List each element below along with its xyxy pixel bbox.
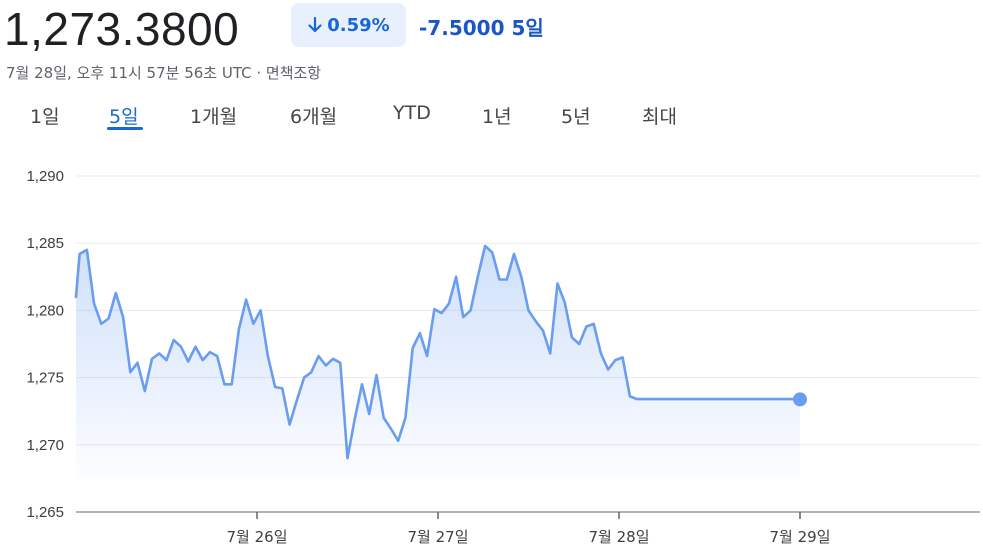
tab-1y[interactable]: 1년	[482, 106, 512, 128]
arrow-down-icon	[308, 16, 322, 33]
x-tick-label: 7월 26일	[227, 528, 288, 546]
series-endpoint-marker[interactable]	[793, 392, 807, 407]
y-tick-label: 1,290	[26, 168, 64, 185]
tab-5d[interactable]: 5일	[109, 106, 139, 128]
x-tick-label: 7월 29일	[770, 528, 831, 546]
timestamp-disclaimer: 7월 28일, 오후 11시 57분 56초 UTC · 면책조항	[6, 64, 322, 82]
x-tick-label: 7월 27일	[408, 528, 469, 546]
y-tick-label: 1,265	[26, 504, 64, 521]
y-tick-label: 1,275	[26, 370, 64, 387]
tab-5y[interactable]: 5년	[561, 106, 591, 128]
series-line	[74, 244, 802, 460]
active-tab-indicator	[107, 127, 143, 130]
tab-6m[interactable]: 6개월	[290, 106, 338, 128]
price-value: 1,273.3800	[4, 3, 240, 55]
tab-1d[interactable]: 1일	[30, 106, 60, 128]
change-absolute: -7.5000 5일	[419, 16, 544, 40]
change-percent-label: 0.59%	[327, 14, 390, 36]
series-area-fill	[76, 245, 800, 479]
tab-ytd[interactable]: YTD	[393, 102, 431, 124]
tab-max[interactable]: 최대	[642, 106, 677, 128]
change-percent-badge: 0.59%	[291, 3, 406, 47]
y-tick-label: 1,280	[26, 302, 64, 319]
y-tick-label: 1,270	[26, 437, 64, 454]
tab-1m[interactable]: 1개월	[190, 106, 238, 128]
y-tick-label: 1,285	[26, 235, 64, 252]
range-tabs: 1일 5일 1개월 6개월 YTD 1년 5년 최대	[0, 98, 983, 138]
price-chart[interactable]: 1,290 1,285 1,280 1,275 1,270 1,265 7월 26일 7월 …	[0, 150, 983, 548]
x-tick-label: 7월 28일	[589, 528, 650, 546]
